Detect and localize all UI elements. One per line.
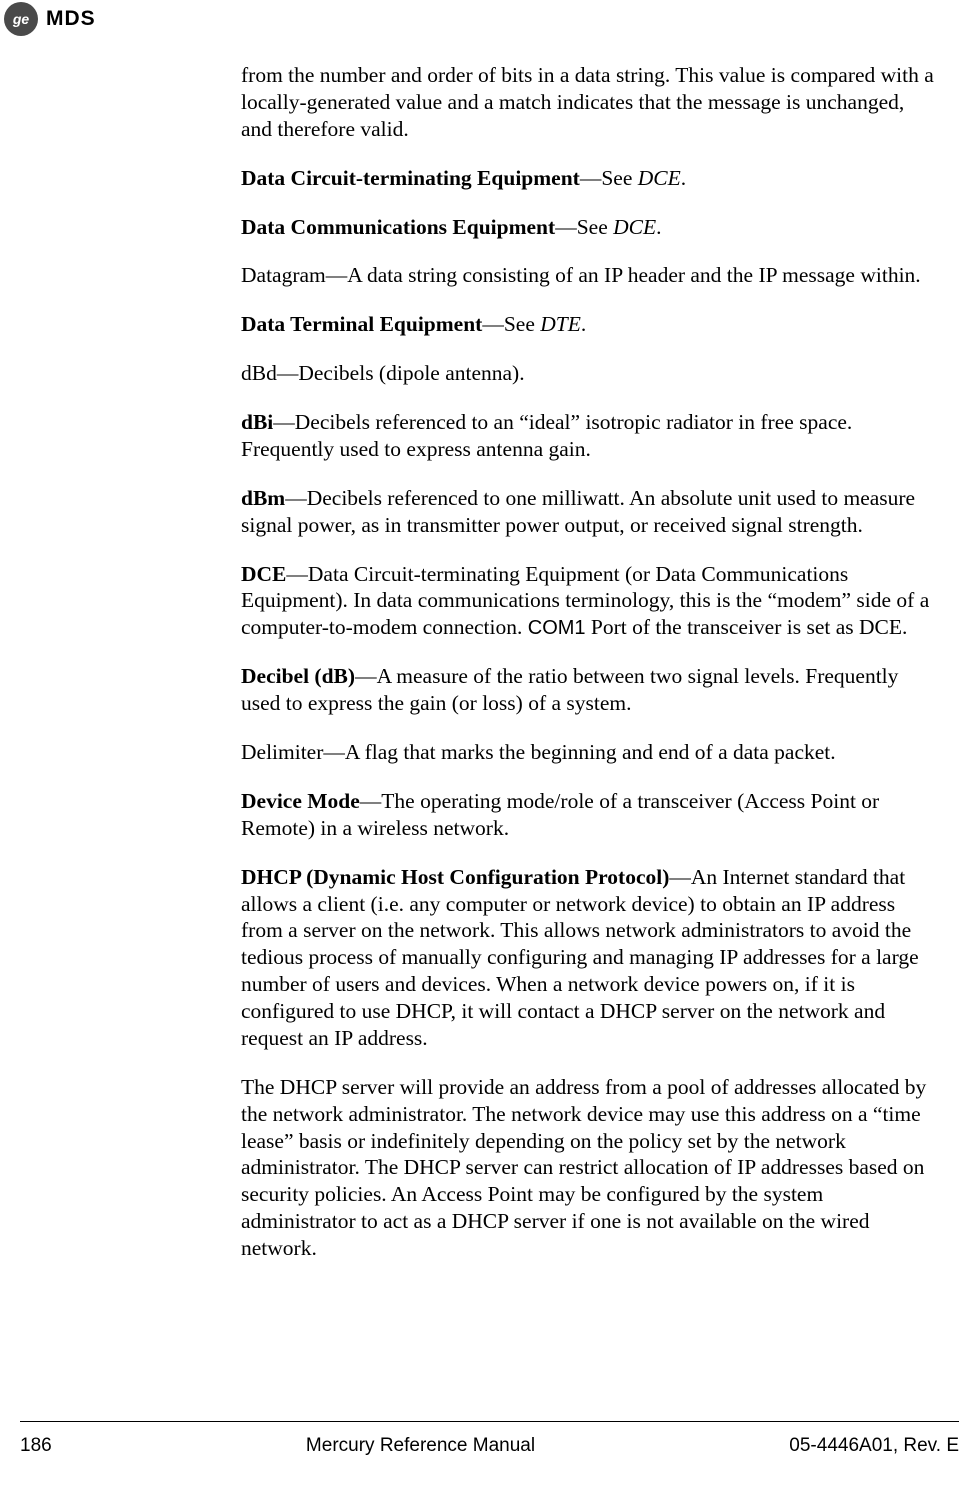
- paragraph-device-mode: Device Mode—The operating mode/role of a…: [241, 788, 935, 842]
- document-body: from the number and order of bits in a d…: [241, 62, 935, 1284]
- term-dbi: dBi: [241, 410, 273, 434]
- ref-dce2: DCE: [613, 215, 656, 239]
- paragraph-dte: Data Terminal Equipment—See DTE.: [241, 311, 935, 338]
- term-dbm: dBm: [241, 486, 285, 510]
- term-dce-def: DCE: [241, 562, 286, 586]
- footer-title: Mercury Reference Manual: [52, 1435, 790, 1457]
- text-dhcp: —An Internet standard that allows a clie…: [241, 865, 919, 1050]
- paragraph-dce2: Data Communications Equipment—See DCE.: [241, 214, 935, 241]
- term-dce2: Data Communications Equipment: [241, 215, 555, 239]
- paragraph-datagram: Datagram—A data string consisting of an …: [241, 262, 935, 289]
- paragraph-dbm: dBm—Decibels referenced to one milliwatt…: [241, 485, 935, 539]
- paragraph-dbi: dBi—Decibels referenced to an “ideal” is…: [241, 409, 935, 463]
- page-number: 186: [20, 1435, 52, 1457]
- ge-logo-icon: ge: [4, 2, 38, 36]
- paragraph-dhcp: DHCP (Dynamic Host Configuration Protoco…: [241, 864, 935, 1052]
- paragraph-intro: from the number and order of bits in a d…: [241, 62, 935, 143]
- footer-rule: [20, 1421, 959, 1422]
- text-dce-part2: Port of the transceiver is set as DCE.: [586, 615, 908, 639]
- text-dbi: —Decibels referenced to an “ideal” isotr…: [241, 410, 852, 461]
- paragraph-dce-def: DCE—Data Circuit-terminating Equipment (…: [241, 561, 935, 642]
- text-com1: COM1: [528, 617, 586, 639]
- text-dce2-mid: —See: [555, 215, 613, 239]
- term-dhcp: DHCP (Dynamic Host Configuration Protoco…: [241, 865, 669, 889]
- text-dbm: —Decibels referenced to one milliwatt. A…: [241, 486, 915, 537]
- ge-logo-text: ge: [13, 11, 29, 27]
- paragraph-delimiter: Delimiter—A flag that marks the beginnin…: [241, 739, 935, 766]
- text-dce1-mid: —See: [580, 166, 638, 190]
- text-dte-end: .: [581, 312, 586, 336]
- page-footer: 186 Mercury Reference Manual 05-4446A01,…: [20, 1435, 959, 1457]
- term-device-mode: Device Mode: [241, 789, 360, 813]
- paragraph-dce1: Data Circuit-terminating Equipment—See D…: [241, 165, 935, 192]
- paragraph-dhcp2: The DHCP server will provide an address …: [241, 1074, 935, 1262]
- text-dce1-end: .: [681, 166, 686, 190]
- footer-doc-id: 05-4446A01, Rev. E: [789, 1435, 959, 1457]
- term-dte: Data Terminal Equipment: [241, 312, 482, 336]
- term-decibel: Decibel (dB): [241, 664, 355, 688]
- brand-text: MDS: [46, 7, 96, 31]
- paragraph-decibel: Decibel (dB)—A measure of the ratio betw…: [241, 663, 935, 717]
- text-dte-mid: —See: [482, 312, 540, 336]
- text-dce2-end: .: [656, 215, 661, 239]
- term-dce1: Data Circuit-terminating Equipment: [241, 166, 580, 190]
- header-logo-bar: ge MDS: [0, 0, 100, 38]
- paragraph-dbd: dBd—Decibels (dipole antenna).: [241, 360, 935, 387]
- ref-dte: DTE: [540, 312, 581, 336]
- ref-dce1: DCE: [638, 166, 681, 190]
